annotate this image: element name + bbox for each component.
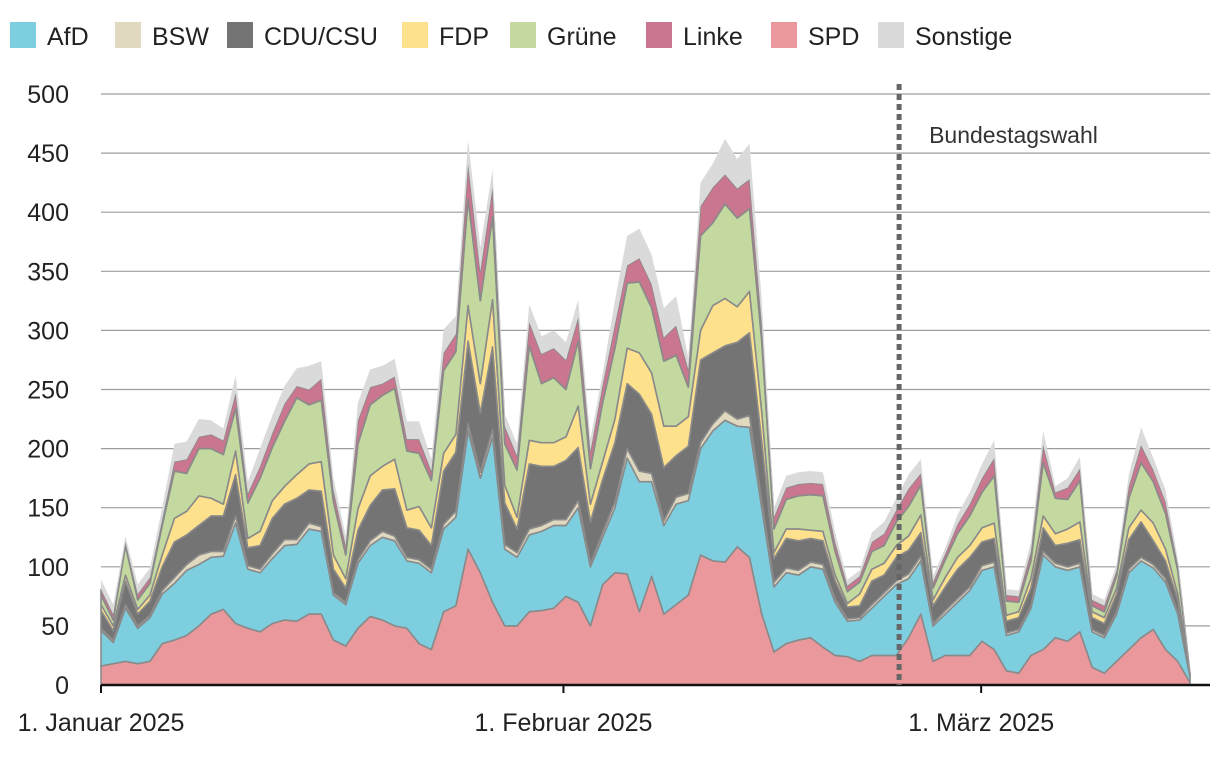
x-tick-label-32: 1. Februar 2025: [474, 709, 652, 737]
legend-label-spd: SPD: [808, 23, 859, 51]
legend-swatch-spd: [771, 22, 797, 48]
legend-label-bsw: BSW: [152, 23, 209, 51]
legend-label-fdp: FDP: [439, 23, 489, 51]
legend: AfD BSW CDU/CSU FDP Grüne Linke SPD Sonstige: [10, 22, 1012, 51]
legend-swatch-afd: [10, 22, 36, 48]
legend-swatch-bsw: [115, 22, 141, 48]
y-tick-label-0: 0: [55, 672, 69, 700]
legend-swatch-linke: [646, 22, 672, 48]
y-tick-label-150: 150: [27, 495, 69, 523]
y-tick-label-450: 450: [27, 140, 69, 168]
legend-swatch-fdp: [402, 22, 428, 48]
legend-label-sonstige: Sonstige: [915, 23, 1012, 51]
annotation-label: Bundestagswahl: [929, 122, 1098, 148]
area-linke: [100, 162, 1191, 676]
y-tick-label-400: 400: [27, 199, 69, 227]
area-series: [100, 138, 1191, 686]
legend-swatch-cdu-csu: [227, 22, 253, 48]
y-tick-label-300: 300: [27, 317, 69, 345]
y-tick-label-500: 500: [27, 81, 69, 109]
legend-label-afd: AfD: [47, 23, 89, 51]
y-axis: 0 50 100 150 200 250 300 350 400 450 500: [27, 81, 69, 700]
y-tick-label-200: 200: [27, 436, 69, 464]
x-tick-label-1: 1. Januar 2025: [18, 709, 185, 737]
legend-swatch-gruene: [510, 22, 536, 48]
legend-label-gruene: Grüne: [547, 23, 616, 51]
y-tick-label-250: 250: [27, 377, 69, 405]
annotation-group: Bundestagswahl: [896, 84, 1098, 685]
area-sonstige: [101, 138, 1190, 675]
y-tick-label-350: 350: [27, 258, 69, 286]
legend-label-cdu-csu: CDU/CSU: [264, 23, 378, 51]
legend-swatch-sonstige: [878, 22, 904, 48]
y-tick-label-50: 50: [41, 613, 69, 641]
y-tick-label-100: 100: [27, 554, 69, 582]
x-axis: 1. Januar 2025 1. Februar 2025 1. März 202…: [18, 683, 1210, 737]
legend-label-linke: Linke: [683, 23, 743, 51]
x-tick-label-60: 1. März 2025: [908, 709, 1054, 737]
